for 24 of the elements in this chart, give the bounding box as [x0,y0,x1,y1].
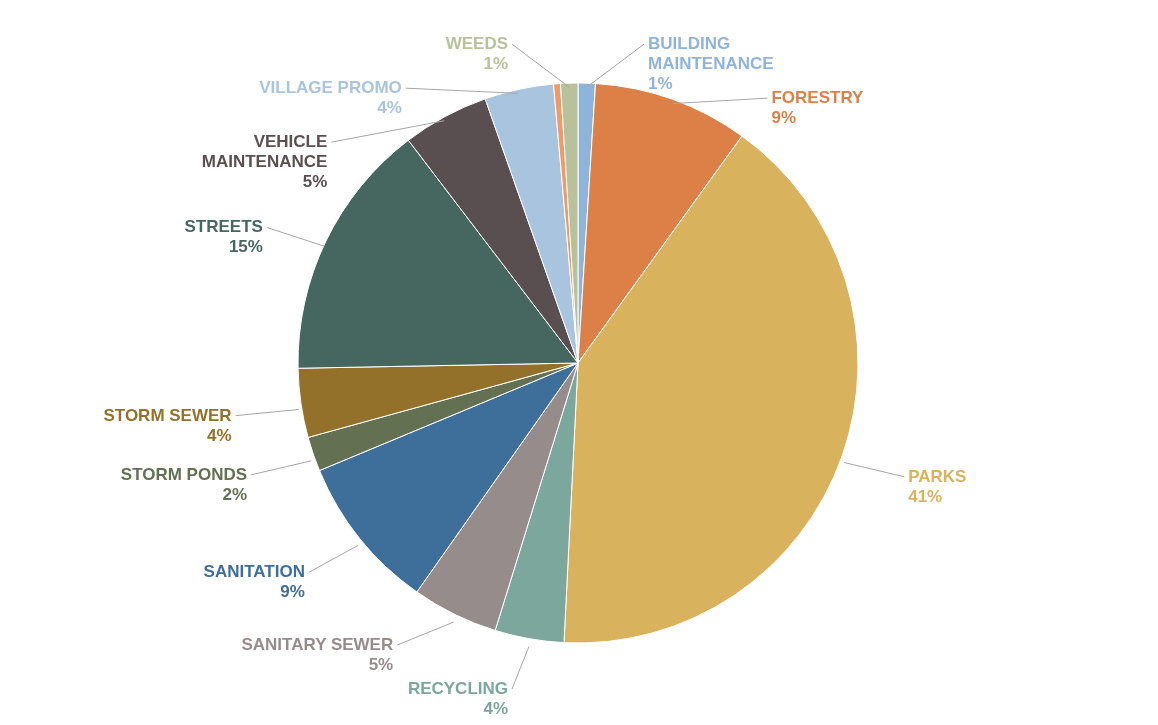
data-label: 4% [207,425,232,445]
slice-label: BUILDING MAINTENANCE [648,34,774,74]
data-label: 4% [377,98,402,118]
slice-label: STORM SEWER [103,405,232,425]
data-label: 9% [771,108,797,128]
data-label: 5% [368,655,394,675]
data-label: 15% [228,237,263,257]
data-label: 9% [280,582,305,602]
slice-label: SANITATION [203,562,305,582]
slice-label: STORM PONDS [120,464,248,484]
data-label: 2% [222,484,248,504]
data-label: 1% [483,54,508,74]
slice-label: WEEDS [445,34,508,54]
data-label: 1% [648,74,673,94]
slice-label: PARKS [908,466,967,486]
data-label: 5% [302,172,328,192]
slice-label: VEHICLE MAINTENANCE [201,132,328,172]
slice-label: STREETS [184,217,263,237]
slice-label: VILLAGE PROMO [259,78,402,98]
data-label: 4% [483,699,508,719]
data-label: 41% [908,486,943,506]
slice-label: RECYCLING [407,679,508,699]
slice-label: SANITARY SEWER [241,635,394,655]
slice-label: FORESTRY [771,88,865,108]
